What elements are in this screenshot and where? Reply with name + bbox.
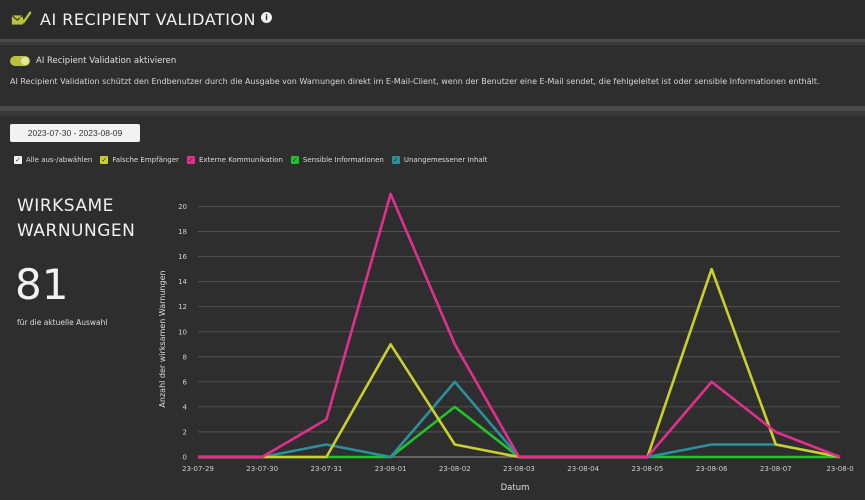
kpi-value: 81: [15, 260, 69, 309]
checkbox-external-communication[interactable]: ✓: [186, 156, 195, 164]
settings-block: AI Recipient Validation aktivieren AI Re…: [0, 45, 865, 111]
legend-item-wrong-recipients[interactable]: ✓ Falsche Empfänger: [100, 156, 179, 164]
y-tick-label: 20: [178, 203, 187, 211]
warnings-line-chart: 0 2 4 6 8 10 12 14 16 18 20 23-07-29 23-07-30 23-07-…: [158, 192, 854, 493]
series-line-externe-kommunikation[interactable]: [198, 192, 841, 459]
legend-label-inappropriate-content: Unangemessener Inhalt: [403, 156, 488, 164]
page-header: AI RECIPIENT VALIDATION i: [0, 0, 865, 42]
y-tick-label: 12: [178, 303, 187, 311]
statistics-panel: 2023-07-30 - 2023-08-09 ✓ Alle aus-/abwä…: [0, 116, 865, 500]
y-tick-label: 14: [178, 278, 187, 286]
envelope-check-icon: [11, 10, 32, 25]
legend-item-all[interactable]: ✓ Alle aus-/abwählen: [14, 156, 92, 164]
y-tick-label: 6: [183, 378, 188, 386]
info-icon[interactable]: i: [260, 12, 272, 23]
x-tick-label: 23-08-03: [503, 465, 535, 473]
legend-item-inappropriate-content[interactable]: ✓ Unangemessener Inhalt: [391, 156, 488, 164]
series-legend: ✓ Alle aus-/abwählen ✓ Falsche Empfänger…: [14, 156, 495, 164]
checkbox-sensitive-information[interactable]: ✓: [290, 156, 299, 164]
checkbox-inappropriate-content[interactable]: ✓: [391, 156, 400, 164]
x-tick-label: 23-07-31: [311, 465, 343, 473]
feature-description: AI Recipient Validation schützt den Endb…: [10, 77, 820, 86]
date-range-picker[interactable]: 2023-07-30 - 2023-08-09: [10, 124, 140, 142]
kpi-title: WIRKSAME WARNUNGEN: [17, 196, 136, 241]
x-tick-label: 23-08-04: [567, 465, 599, 473]
legend-label-wrong-recipients: Falsche Empfänger: [112, 156, 179, 164]
legend-label-all: Alle aus-/abwählen: [26, 156, 93, 164]
x-tick-label: 23-08-0: [826, 465, 853, 473]
y-tick-label: 16: [178, 253, 187, 261]
x-axis-ticks: 23-07-29 23-07-30 23-07-31 23-08-01 23-08-02…: [182, 465, 854, 473]
y-axis-ticks: 0 2 4 6 8 10 12 14 16 18 20: [178, 203, 187, 461]
y-tick-label: 2: [183, 428, 187, 436]
x-tick-label: 23-08-05: [632, 465, 664, 473]
chart-series: [198, 192, 841, 459]
activation-toggle-row: AI Recipient Validation aktivieren: [10, 53, 855, 69]
y-tick-label: 8: [183, 353, 187, 361]
page-title: AI RECIPIENT VALIDATION: [40, 10, 256, 29]
x-tick-label: 23-08-01: [375, 465, 407, 473]
y-tick-label: 4: [183, 403, 188, 411]
y-tick-label: 18: [178, 228, 187, 236]
x-tick-label: 23-08-02: [439, 465, 471, 473]
legend-item-external-communication[interactable]: ✓ Externe Kommunikation: [186, 156, 283, 164]
x-tick-label: 23-07-29: [182, 465, 214, 473]
x-axis-label: Datum: [501, 483, 530, 493]
series-line-unangemessener-inhalt[interactable]: [198, 380, 841, 459]
activation-toggle-label: AI Recipient Validation aktivieren: [36, 56, 177, 66]
checkbox-wrong-recipients[interactable]: ✓: [100, 156, 109, 164]
checkbox-all[interactable]: ✓: [14, 156, 22, 164]
y-tick-label: 10: [178, 328, 187, 336]
x-tick-label: 23-08-07: [760, 465, 792, 473]
y-tick-label: 0: [183, 454, 187, 462]
x-tick-label: 23-08-06: [696, 465, 728, 473]
legend-label-external-communication: Externe Kommunikation: [198, 156, 283, 164]
y-axis-label: Anzahl der wirksamen Warnungen: [158, 270, 167, 407]
x-tick-label: 23-07-30: [246, 465, 278, 473]
activation-toggle[interactable]: [10, 56, 30, 66]
series-line-falsche-empf-nger[interactable]: [198, 267, 841, 459]
legend-label-sensitive-information: Sensible Informationen: [302, 156, 384, 164]
kpi-subtitle: für die aktuelle Auswahl: [17, 318, 108, 327]
legend-item-sensitive-information[interactable]: ✓ Sensible Informationen: [290, 156, 384, 164]
chart-grid: [198, 206, 840, 458]
